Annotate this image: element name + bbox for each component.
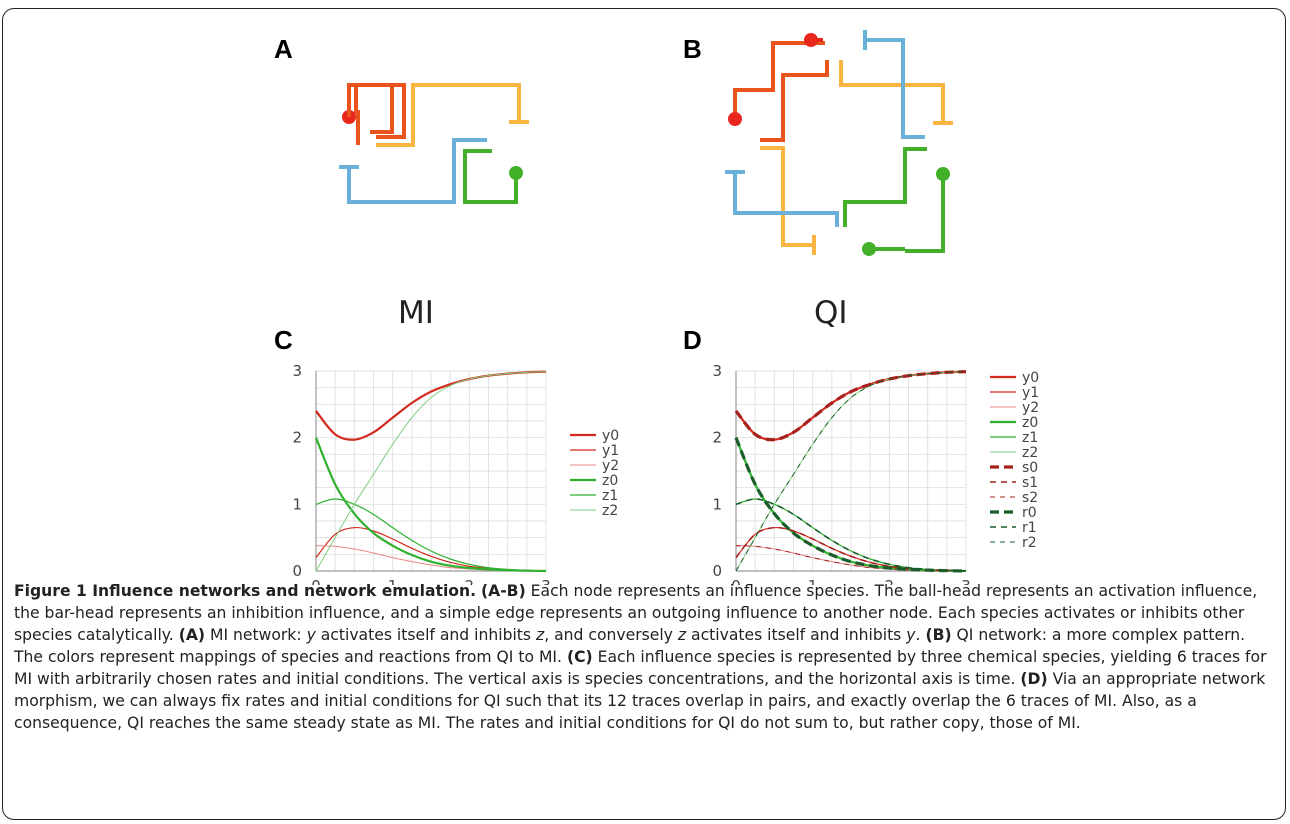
legend-label-y1: y1: [1022, 385, 1039, 401]
network-a-diagram: [320, 40, 550, 220]
legend-label-r1: r1: [1022, 520, 1037, 536]
caption-var-z1: z: [536, 626, 544, 644]
caption-label-ab: (A-B): [481, 582, 526, 600]
legend-label-r2: r2: [1022, 535, 1037, 551]
legend-label-z0: z0: [602, 473, 618, 489]
legend-label-z1: z1: [602, 488, 618, 504]
y-tick-label: 3: [292, 362, 302, 380]
chart-title-mi: MI: [398, 295, 434, 331]
chart-title-qi: QI: [814, 295, 848, 331]
y-tick-label: 3: [712, 362, 722, 380]
legend-label-y0: y0: [1022, 370, 1039, 386]
panel-label-a: A: [274, 34, 293, 65]
edge-r-z: [845, 149, 927, 227]
edge-z-self-activation: [465, 151, 516, 202]
network-b-diagram: [715, 15, 975, 275]
caption-label-b: (B): [925, 626, 951, 644]
edge-s-inhibits-z: [841, 60, 943, 123]
panel-label-c: C: [274, 325, 293, 356]
caption-var-y2: y: [906, 626, 915, 644]
caption-text-a5: .: [916, 626, 921, 644]
figure-caption: Figure 1 Influence networks and network …: [14, 580, 1276, 734]
edge-z-self-activation-b: [905, 175, 943, 251]
legend-label-z1: z1: [1022, 430, 1038, 446]
legend-label-y2: y2: [1022, 400, 1039, 416]
caption-label-a: (A): [179, 626, 205, 644]
legend-label-z2: z2: [602, 503, 618, 519]
y-tick-label: 2: [292, 429, 302, 447]
y-tick-label: 2: [712, 429, 722, 447]
edge-y-self-activation: [356, 85, 404, 145]
caption-text-a2: activates itself and inhibits: [316, 626, 536, 644]
caption-var-y1: y: [307, 626, 316, 644]
caption-text-a3: , and conversely: [544, 626, 678, 644]
legend-label-s2: s2: [1022, 490, 1038, 506]
legend-label-s1: s1: [1022, 475, 1038, 491]
chart-qi: 01230123y0y1y2z0z1z2s0s1s2r0r1r2: [690, 355, 1090, 585]
panel-label-b: B: [683, 34, 702, 65]
activation-ball-s-y: [728, 112, 742, 126]
caption-title: Figure 1 Influence networks and network …: [14, 582, 476, 600]
panel-label-d: D: [683, 325, 702, 356]
caption-label-c: (C): [567, 648, 593, 666]
legend-label-y0: y0: [602, 428, 619, 444]
legend-label-z0: z0: [1022, 415, 1038, 431]
edge-r-inhibits-y: [735, 173, 837, 227]
y-tick-label: 0: [292, 562, 302, 580]
y-tick-label: 1: [712, 495, 722, 513]
legend-label-y1: y1: [602, 443, 619, 459]
activation-ball-z: [509, 166, 523, 180]
edge-y-inhibits-r: [760, 148, 813, 245]
activation-ball-z-b: [936, 167, 950, 181]
y-tick-label: 1: [292, 495, 302, 513]
caption-text-a1: MI network:: [205, 626, 307, 644]
legend-label-s0: s0: [1022, 460, 1038, 476]
caption-var-z2: z: [678, 626, 686, 644]
edge-z-inhibits-s: [865, 40, 925, 137]
caption-text-a4: activates itself and inhibits: [686, 626, 906, 644]
chart-mi: 01230123y0y1y2z0z1z2: [270, 355, 670, 585]
legend-label-z2: z2: [1022, 445, 1038, 461]
caption-label-d: (D): [1020, 670, 1047, 688]
legend-label-r0: r0: [1022, 505, 1037, 521]
legend-label-y2: y2: [602, 458, 619, 474]
edge-s-activates-y: [735, 43, 825, 120]
y-tick-label: 0: [712, 562, 722, 580]
